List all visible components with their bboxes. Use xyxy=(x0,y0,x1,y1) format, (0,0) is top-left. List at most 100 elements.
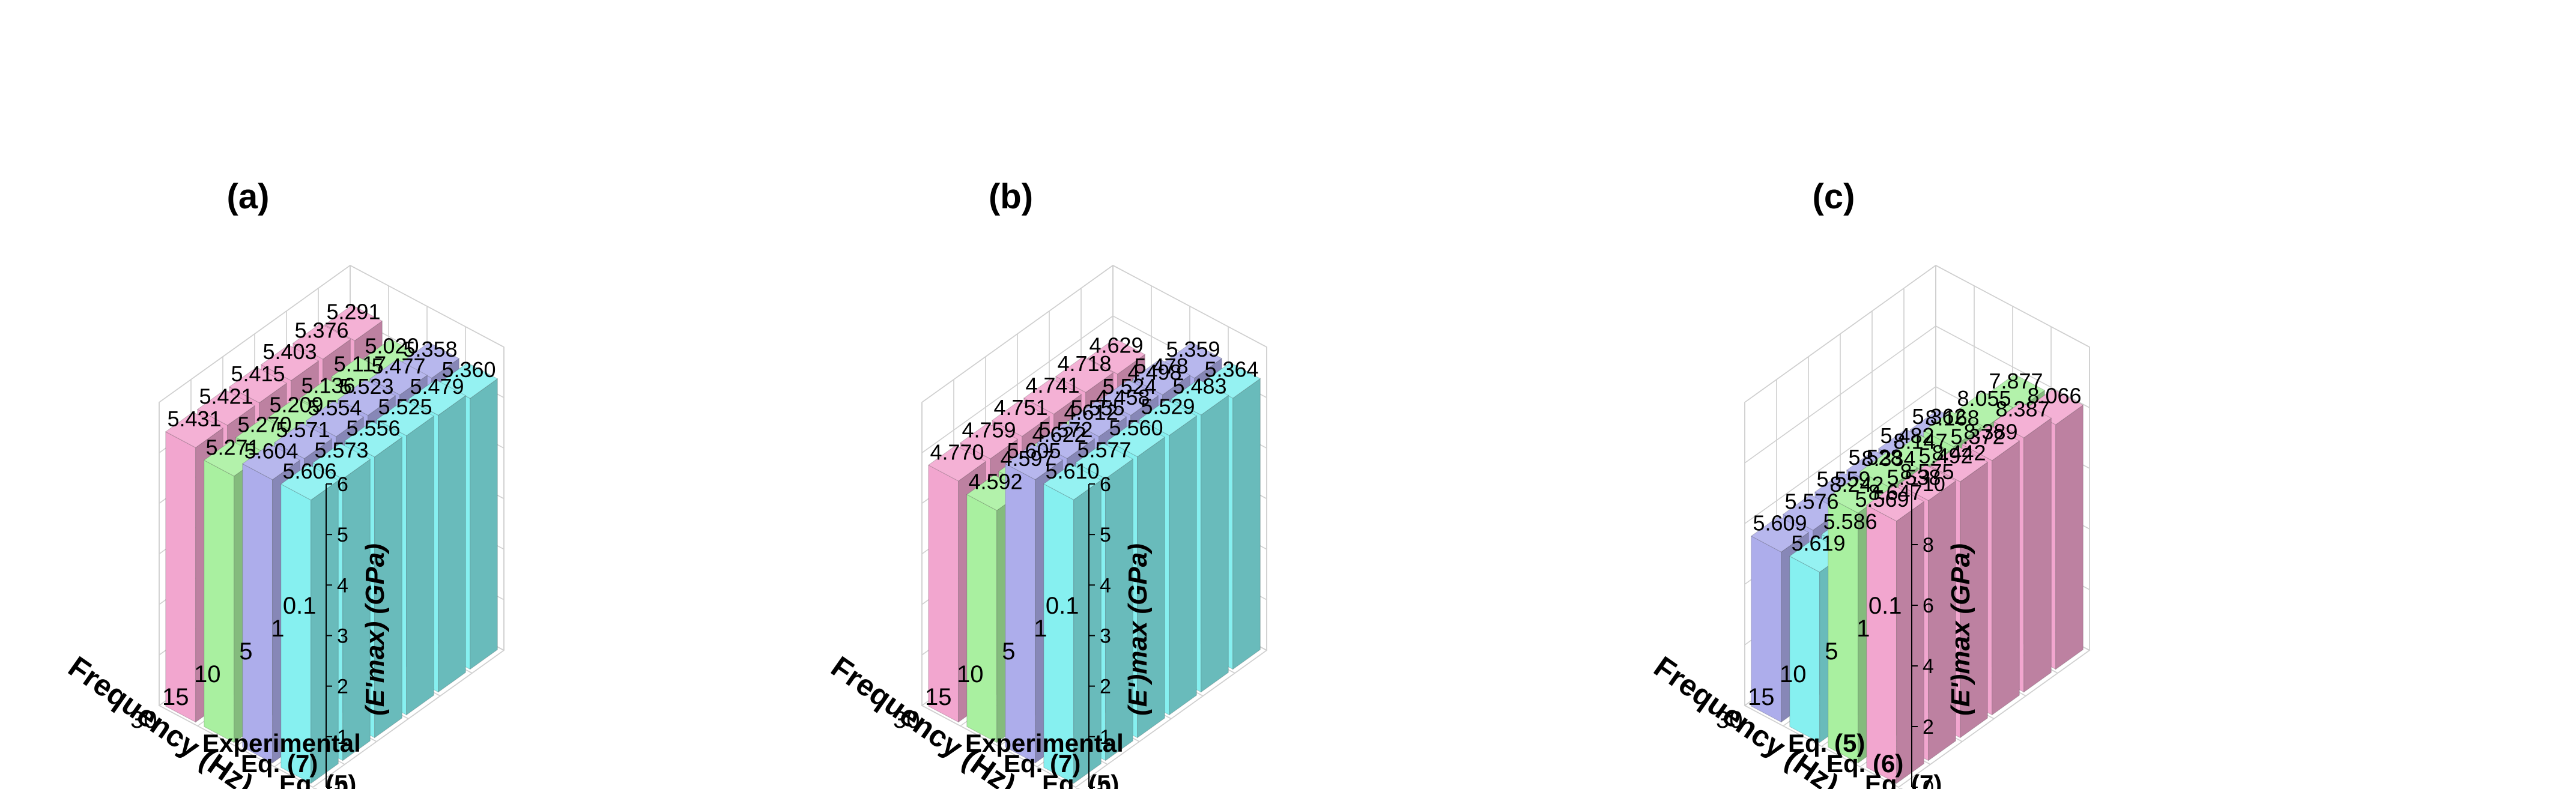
bar-top-face xyxy=(165,411,224,449)
bar-top-face xyxy=(1929,446,1989,482)
data-label: 8.066 xyxy=(2027,384,2081,408)
bar-top-face xyxy=(1004,444,1064,480)
z-tick-label: 5 xyxy=(1100,524,1111,546)
bars xyxy=(165,304,499,784)
data-label: 5.376 xyxy=(294,318,348,343)
series-tick-label: Eq. (5) xyxy=(279,770,356,789)
data-label: 5.479 xyxy=(410,374,464,399)
z-axis: 0 1 2 3 4 5 6 (E')max (GPa) xyxy=(1088,473,1153,789)
data-label: 4.718 xyxy=(1057,351,1111,376)
z-axis: 0 2 4 6 8 10 (E')max (GPa) xyxy=(1911,473,1975,789)
data-label: 5.523 xyxy=(339,374,393,399)
data-label: 4.612 xyxy=(1064,400,1118,425)
bar-side-face xyxy=(1992,440,2020,716)
x-tick-label: 0.1 xyxy=(283,593,317,619)
bar-side-face xyxy=(2055,404,2084,670)
data-label: 5.483 xyxy=(1172,374,1226,399)
bar-top-face xyxy=(927,445,987,482)
bar-top-face xyxy=(305,401,365,437)
bar-top-face xyxy=(407,379,467,416)
bar-front-face xyxy=(1005,463,1036,764)
z-tick-label: 6 xyxy=(1100,473,1111,496)
data-label: 5.529 xyxy=(1141,394,1195,419)
bar-top-face xyxy=(196,389,256,426)
data-label: 5.619 xyxy=(1791,531,1845,555)
data-label: 4.751 xyxy=(993,395,1047,420)
z-tick-label: 2 xyxy=(1923,716,1934,739)
bar-top-face xyxy=(280,464,339,501)
x-tick-label: 15 xyxy=(162,684,189,710)
bar-top-face xyxy=(991,400,1050,437)
data-label: 5.560 xyxy=(1109,416,1163,440)
data-label: 5.271 xyxy=(205,435,259,459)
data-label: 5.403 xyxy=(262,339,317,364)
data-label: 5.528 xyxy=(1848,445,1902,470)
z-tick-label: 3 xyxy=(1100,625,1111,648)
bar-eq-6--30 xyxy=(1043,464,1102,784)
bar-top-face xyxy=(1100,379,1159,416)
x-tick-label: 15 xyxy=(925,684,952,710)
bar-side-face xyxy=(438,394,466,693)
data-label: 5.270 xyxy=(237,412,291,437)
z-tick-label: 0 xyxy=(337,776,348,789)
x-tick-label: 30 xyxy=(893,707,920,733)
data-label: 5.478 xyxy=(1134,354,1188,378)
bar-top-face xyxy=(375,399,435,437)
data-label: 4.759 xyxy=(962,417,1016,442)
z-tick-label: 2 xyxy=(337,676,348,698)
data-label: 5.020 xyxy=(365,333,419,358)
bar-top-face xyxy=(1023,378,1082,415)
z-tick-label: 4 xyxy=(1100,574,1111,597)
data-label: 5.606 xyxy=(282,459,336,483)
bar-top-face xyxy=(1074,443,1134,479)
data-label: 5.610 xyxy=(1045,459,1099,483)
data-label: 5.525 xyxy=(378,394,432,419)
series-axis: Eq. (5)Eq. (6)Eq. (7)Experimental xyxy=(1788,729,1942,789)
data-label: 5.482 xyxy=(1880,423,1934,448)
bar-top-face xyxy=(1132,358,1191,396)
data-label: 5.372 xyxy=(1950,425,2004,449)
x-tick-label: 0.1 xyxy=(1868,593,1902,619)
bar-top-face xyxy=(1086,338,1146,375)
bar-top-face xyxy=(1865,485,1925,522)
data-label: 5.572 xyxy=(1038,417,1093,442)
z-tick-label: 4 xyxy=(337,574,348,597)
bars xyxy=(927,338,1261,784)
bar-side-face xyxy=(1201,394,1229,693)
data-label: 7.877 xyxy=(1989,369,2043,393)
data-label: 5.431 xyxy=(167,407,221,431)
bar-top-face xyxy=(959,423,1019,459)
bar-top-face xyxy=(241,444,301,480)
bar-top-face xyxy=(273,422,333,459)
bar-top-face xyxy=(1170,379,1229,416)
data-label: 8.242 xyxy=(1829,472,1884,497)
series-tick-label: Experimental xyxy=(965,729,1124,757)
data-label: 5.569 xyxy=(1855,487,1909,512)
bars xyxy=(1750,374,2084,784)
data-label: 4.770 xyxy=(930,440,984,465)
data-label: 5.605 xyxy=(1007,438,1061,463)
data-label: 4.458 xyxy=(1096,385,1150,410)
floor-gridline xyxy=(1744,705,1899,788)
panel-label: (c) xyxy=(1813,177,1855,216)
data-label: 5.415 xyxy=(231,361,285,386)
bar-experimental-30 xyxy=(1865,485,1925,784)
z-tick-label: 3 xyxy=(337,625,348,648)
floor-gridline xyxy=(159,705,314,788)
bar-top-face xyxy=(1897,464,1957,501)
bar-top-face xyxy=(344,421,403,458)
bar-top-face xyxy=(337,379,396,416)
data-label: 5.291 xyxy=(326,300,380,324)
z-tick-label: 8 xyxy=(1923,534,1934,557)
data-label: 5.364 xyxy=(1204,357,1258,382)
series-tick-label: Eq. (5) xyxy=(1788,729,1865,757)
data-label: 5.360 xyxy=(441,357,496,382)
bar-top-face xyxy=(1923,411,1982,447)
data-label: 5.604 xyxy=(244,438,298,463)
floor-gridline xyxy=(921,705,1076,788)
data-label: 4.741 xyxy=(1025,373,1079,398)
bar-top-face xyxy=(1993,402,2052,438)
